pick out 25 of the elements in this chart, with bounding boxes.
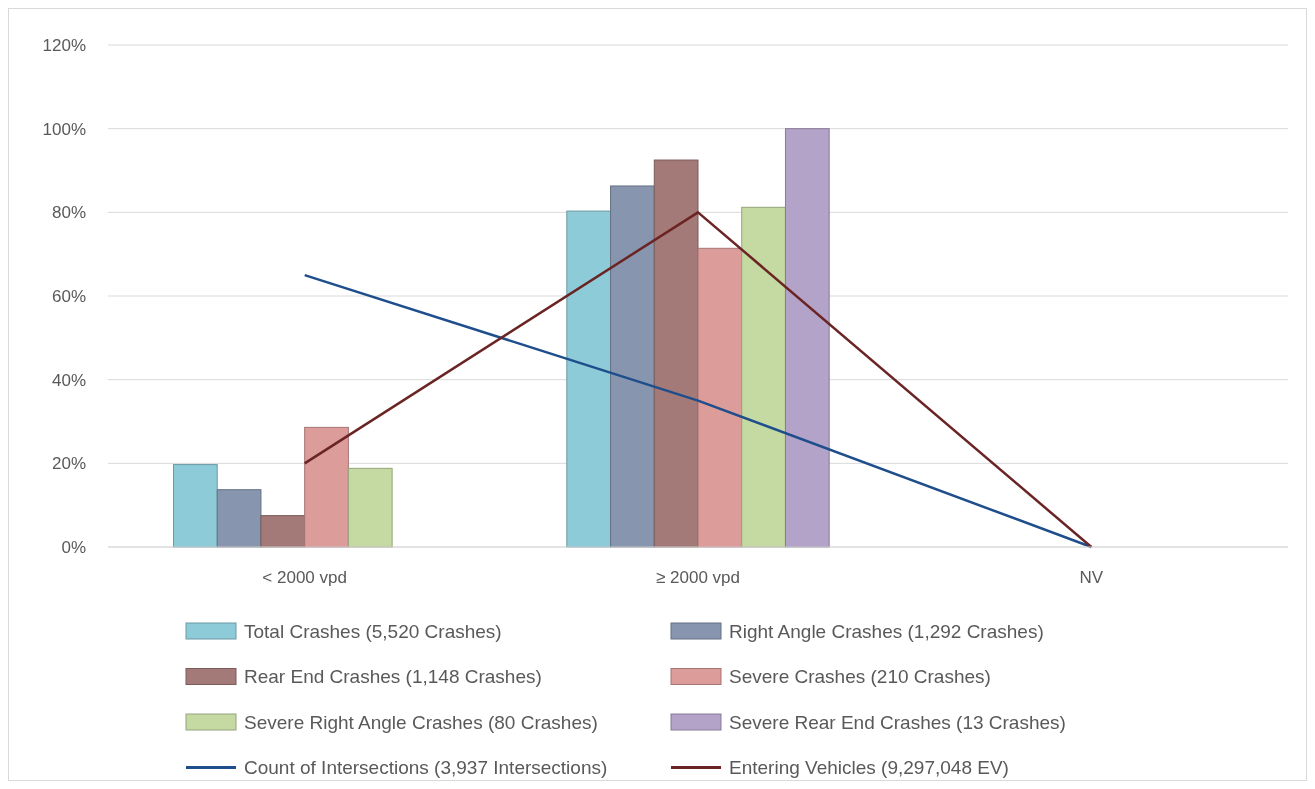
bar — [347, 467, 393, 548]
y-tick-label: 0% — [61, 537, 86, 557]
bar — [784, 128, 830, 548]
legend-label: Rear End Crashes (1,148 Crashes) — [244, 666, 542, 688]
x-tick-label: ≥ 2000 vpd — [655, 568, 741, 587]
bar — [610, 185, 655, 548]
bar — [566, 210, 612, 548]
legend-label: Severe Crashes (210 Crashes) — [729, 666, 991, 688]
y-tick-label: 40% — [51, 370, 86, 390]
legend-label: Entering Vehicles (9,297,048 EV) — [729, 757, 1009, 779]
legend-label: Total Crashes (5,520 Crashes) — [244, 620, 502, 642]
bar — [216, 489, 262, 548]
legend-label: Severe Right Angle Crashes (80 Crashes) — [244, 711, 598, 733]
y-tick-label: 100% — [42, 119, 86, 139]
x-tick-label: < 2000 vpd — [262, 568, 347, 587]
y-tick-label: 60% — [51, 286, 86, 306]
x-tick-label: NV — [1079, 568, 1104, 587]
y-tick-label: 80% — [51, 203, 86, 223]
y-tick-label: 120% — [42, 35, 86, 55]
legend-label: Severe Rear End Crashes (13 Crashes) — [729, 711, 1066, 733]
y-tick-label: 20% — [51, 454, 86, 474]
bar — [172, 464, 218, 548]
legend-label: Count of Intersections (3,937 Intersections) — [244, 757, 608, 779]
bar — [741, 206, 786, 548]
legend-label: Right Angle Crashes (1,292 Crashes) — [729, 620, 1044, 642]
